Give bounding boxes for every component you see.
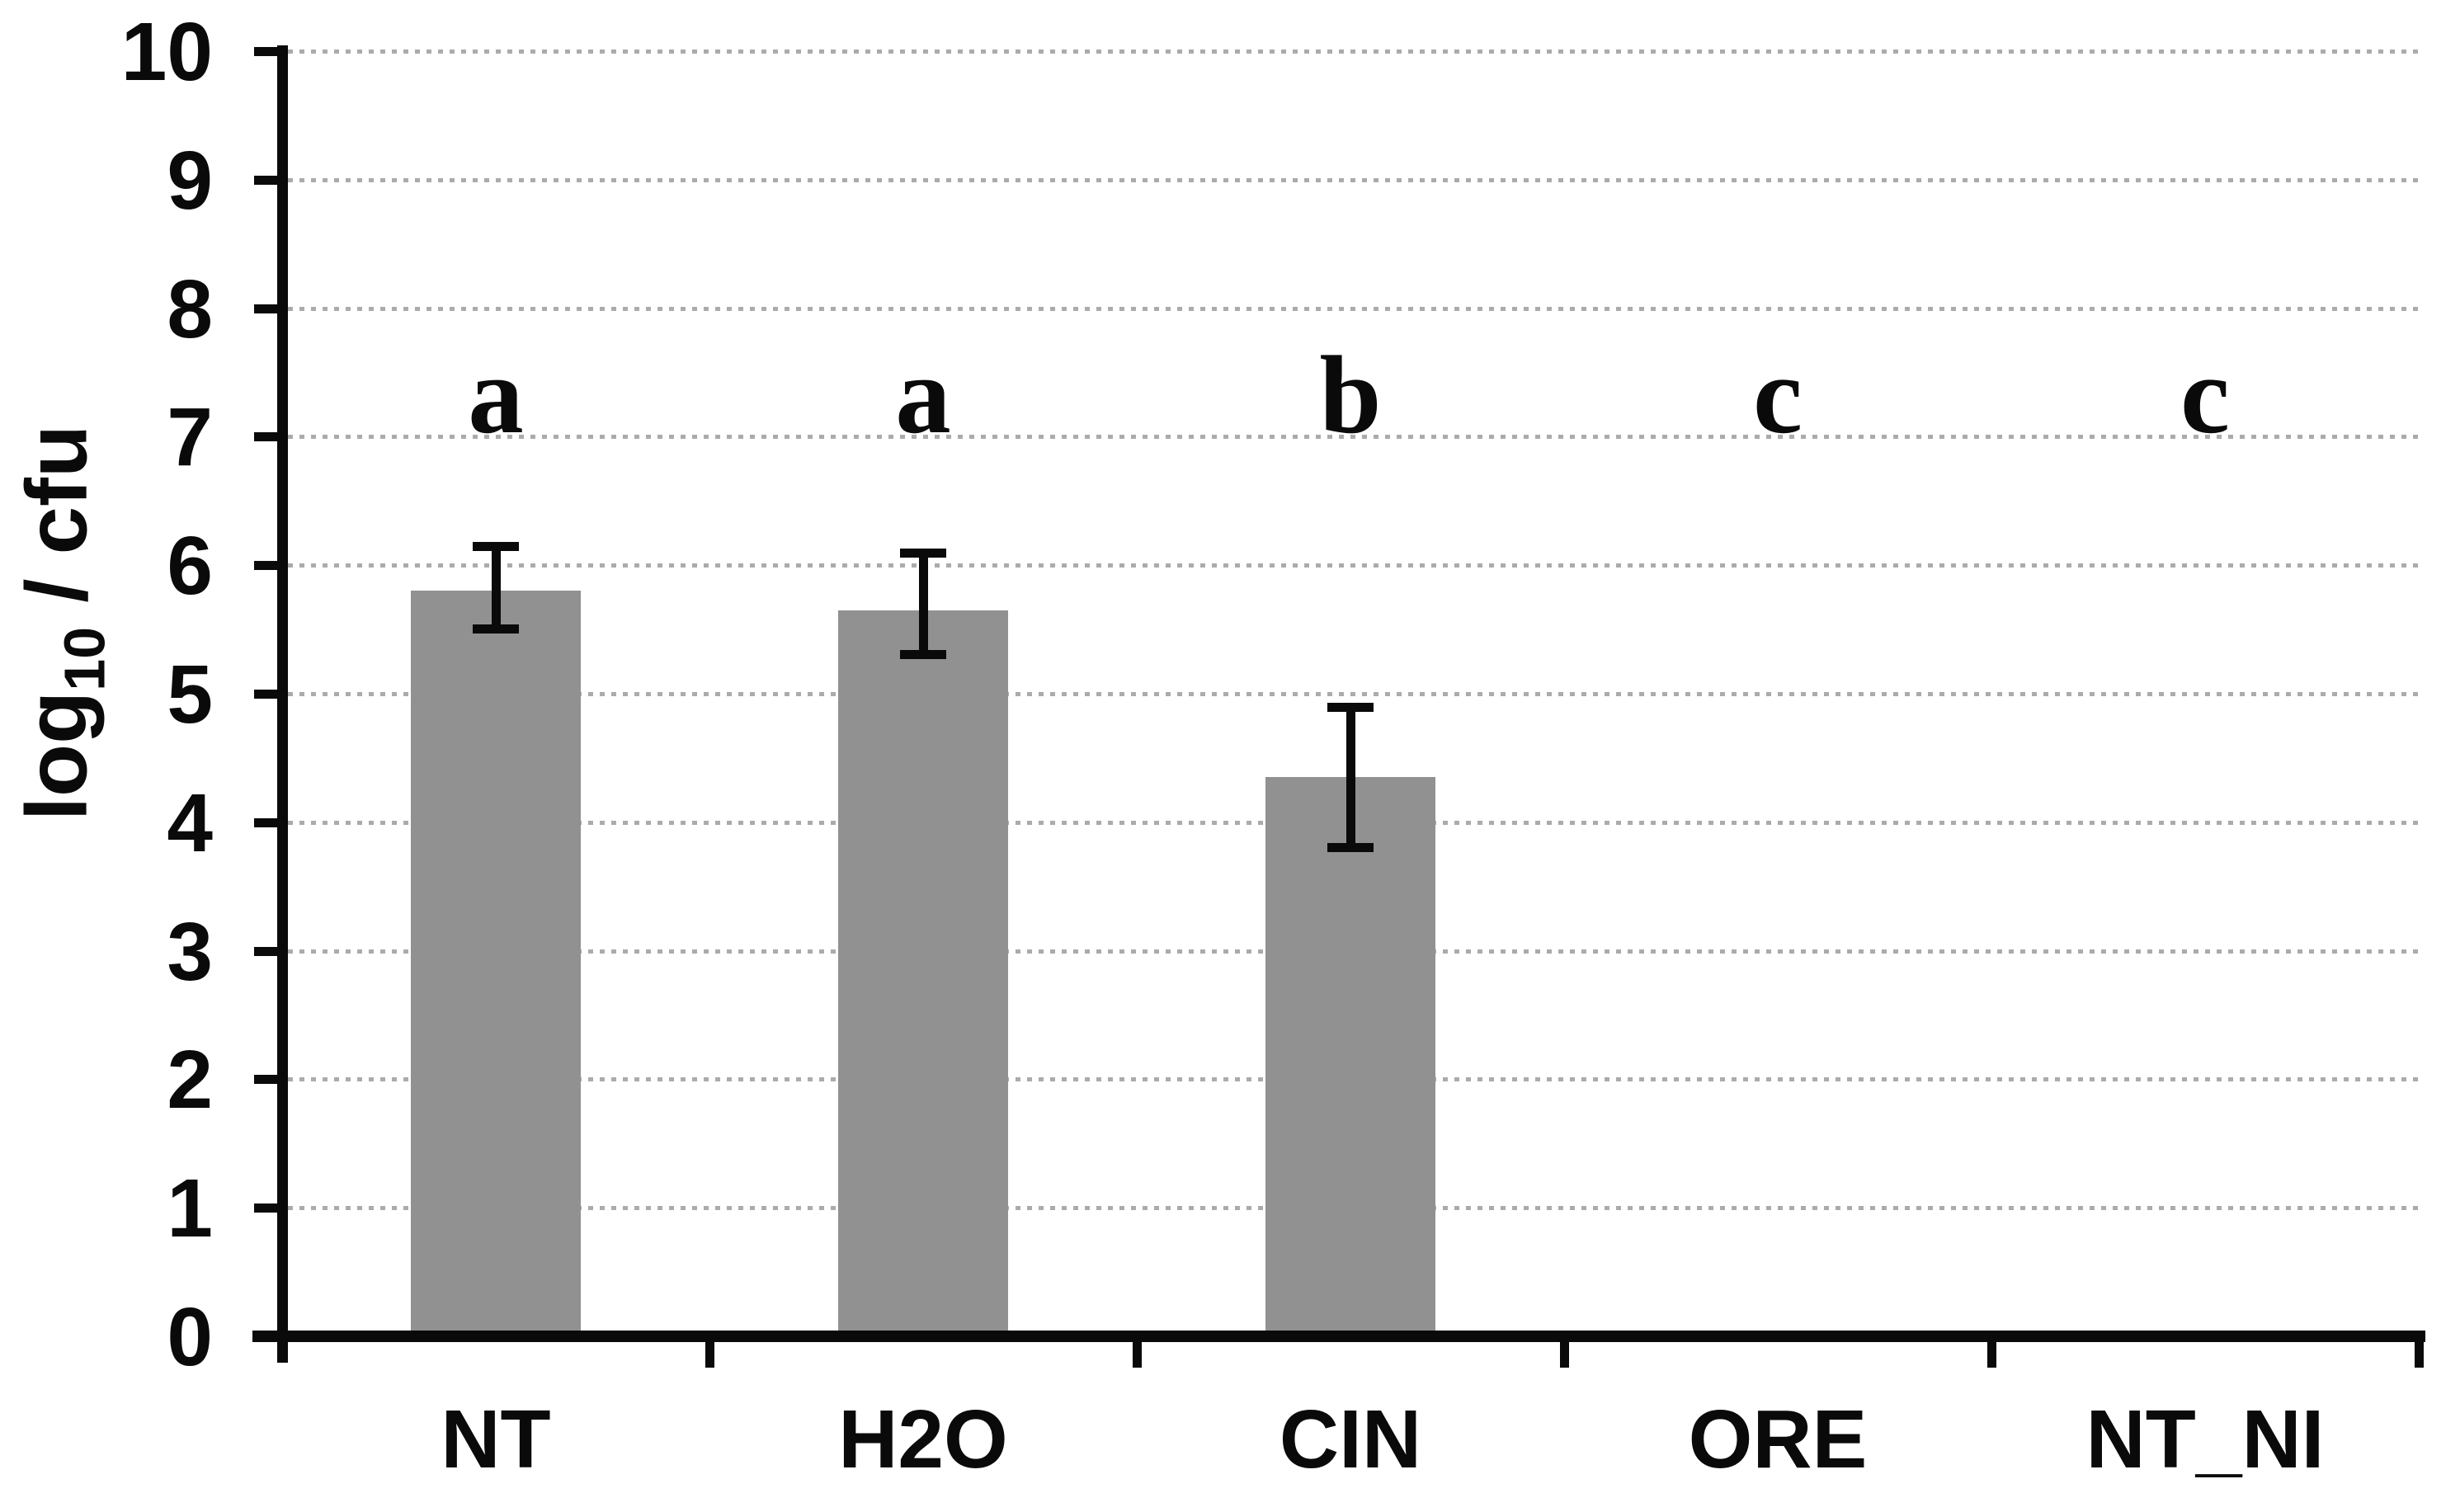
gridline-y10 [288, 49, 2419, 54]
y-tick-label: 2 [167, 1034, 213, 1127]
significance-letter: b [1319, 334, 1382, 458]
y-axis-tick [254, 690, 284, 699]
x-category-label: NT_NI [2085, 1393, 2325, 1486]
y-axis-tick [254, 175, 284, 185]
gridline-y7 [288, 435, 2419, 440]
y-tick-label: 3 [167, 905, 213, 998]
y-tick-label: 7 [167, 391, 213, 484]
y-tick-label: 9 [167, 134, 213, 227]
error-bar-line [919, 552, 928, 656]
error-bar-line [492, 545, 501, 630]
gridline-y8 [288, 306, 2419, 311]
bar-NT [411, 591, 581, 1336]
bar-H2O [838, 610, 1008, 1336]
y-axis-title-units: / cfu [8, 424, 106, 627]
x-axis-tick [1560, 1336, 1569, 1368]
y-axis-title: log10 / cfu [8, 425, 118, 821]
x-category-label: H2O [838, 1393, 1008, 1486]
gridline-y9 [288, 177, 2419, 182]
error-bar-cap-top [900, 548, 946, 558]
error-bar-cap-top [1327, 702, 1374, 712]
x-axis-tick [705, 1336, 714, 1368]
y-tick-label: 8 [167, 262, 213, 356]
x-category-label: NT [441, 1393, 551, 1486]
x-axis-tick [2415, 1336, 2424, 1368]
significance-letter: a [468, 334, 524, 458]
error-bar-cap-bottom [900, 650, 946, 660]
x-category-label: CIN [1279, 1393, 1422, 1486]
x-axis-tick [1987, 1336, 1996, 1368]
x-axis-tick [1133, 1336, 1142, 1368]
y-axis-line [277, 45, 288, 1363]
y-axis-tick [254, 1203, 284, 1213]
y-axis-tick [254, 817, 284, 827]
gridline-y5 [288, 692, 2419, 696]
x-axis-line [252, 1331, 2425, 1342]
bar-CIN [1265, 777, 1435, 1336]
y-tick-label: 10 [120, 6, 213, 98]
y-tick-label: 5 [167, 648, 213, 741]
y-tick-label: 6 [167, 520, 213, 613]
y-axis-tick [254, 47, 284, 56]
y-tick-label: 0 [167, 1291, 213, 1383]
y-tick-label: 1 [167, 1162, 213, 1255]
y-axis-tick [254, 1075, 284, 1085]
significance-letter: c [2180, 334, 2230, 458]
error-bar-cap-bottom [473, 624, 519, 634]
y-axis-title-main: log [8, 690, 106, 822]
error-bar-cap-top [473, 541, 519, 551]
y-axis-tick [254, 304, 284, 313]
y-axis-tick [254, 946, 284, 956]
y-axis-title-subscript: 10 [52, 626, 117, 691]
x-category-label: ORE [1688, 1393, 1868, 1486]
error-bar-line [1346, 706, 1355, 848]
y-axis-tick [254, 561, 284, 571]
gridline-y6 [288, 563, 2419, 568]
significance-letter: a [895, 334, 951, 458]
error-bar-cap-bottom [1327, 842, 1374, 852]
y-tick-label: 4 [167, 776, 213, 869]
y-axis-tick [254, 432, 284, 442]
significance-letter: c [1753, 334, 1803, 458]
